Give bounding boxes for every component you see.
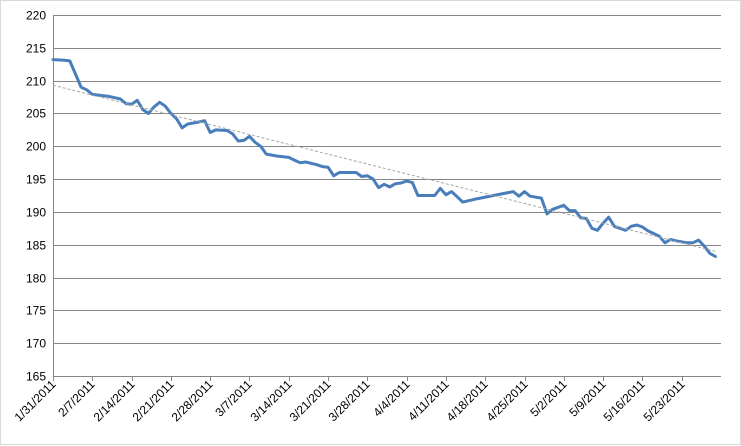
y-tick-label-180: 180: [26, 272, 46, 286]
trendline: [52, 84, 716, 252]
y-tick-label-195: 195: [26, 173, 46, 187]
x-tick-label-11: 4/18/2011: [444, 377, 491, 424]
x-tick-label-0: 1/31/2011: [12, 377, 59, 424]
y-tick-label-215: 215: [26, 42, 46, 56]
y-tick-label-205: 205: [26, 107, 46, 121]
y-tick-label-190: 190: [26, 206, 46, 220]
x-tick-label-7: 3/21/2011: [287, 377, 334, 424]
x-tick-label-13: 5/2/2011: [527, 377, 570, 420]
y-tick-label-220: 220: [26, 9, 46, 23]
y-tick-label-200: 200: [26, 140, 46, 154]
x-tick-label-3: 2/21/2011: [130, 377, 177, 424]
x-tick-label-4: 2/28/2011: [169, 377, 216, 424]
x-tick-label-2: 2/14/2011: [91, 377, 138, 424]
weight-series-line: [51, 58, 717, 258]
x-tick-label-6: 3/14/2011: [248, 377, 295, 424]
y-tick-label-165: 165: [26, 370, 46, 384]
y-tick-label-175: 175: [26, 304, 46, 318]
x-tick-label-8: 3/28/2011: [326, 377, 373, 424]
y-tick-label-210: 210: [26, 75, 46, 89]
x-tick-label-12: 4/25/2011: [484, 377, 531, 424]
x-tick-label-15: 5/16/2011: [601, 377, 648, 424]
y-tick-label-170: 170: [26, 337, 46, 351]
y-tick-label-185: 185: [26, 239, 46, 253]
x-tick-label-16: 5/23/2011: [641, 377, 688, 424]
